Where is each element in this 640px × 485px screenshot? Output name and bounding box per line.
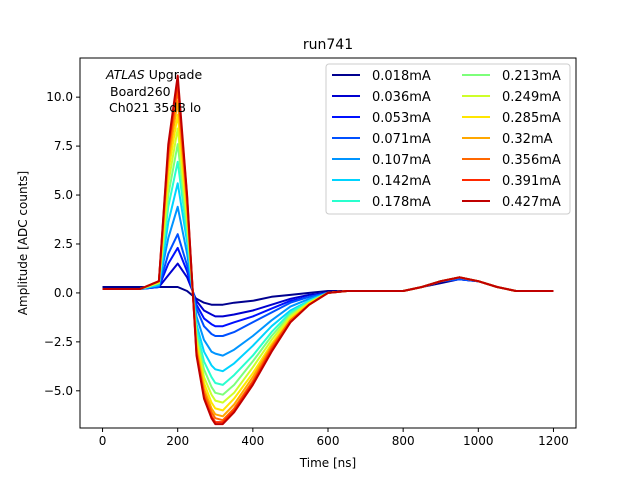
x-axis-ticks: 0 200 400 600 800 1000 1200 — [99, 428, 569, 448]
legend-label: 0.142mA — [372, 174, 431, 189]
annotation-atlas: ATLAS — [105, 67, 145, 82]
legend-box — [325, 63, 571, 215]
x-axis-title: Time [ns] — [299, 456, 356, 470]
x-tick-label: 200 — [166, 434, 189, 448]
x-tick-label: 1200 — [538, 434, 569, 448]
y-axis-ticks: −5.0 −2.5 0.0 2.5 5.0 7.5 10.0 — [44, 90, 80, 398]
legend-label: 0.178mA — [372, 195, 431, 210]
annotation-upgrade: Upgrade — [145, 67, 203, 82]
y-tick-label: −5.0 — [44, 384, 73, 398]
annotation-channel: Ch021 35dB lo — [109, 100, 201, 115]
legend-label: 0.053mA — [372, 111, 431, 126]
legend-label: 0.285mA — [502, 111, 561, 126]
chart-title: run741 — [303, 37, 353, 53]
x-tick-label: 0 — [99, 434, 107, 448]
y-axis-title: Amplitude [ADC counts] — [16, 171, 30, 315]
series-line-0.071mA — [102, 233, 554, 337]
x-tick-label: 400 — [241, 434, 264, 448]
legend-label: 0.107mA — [372, 153, 431, 168]
y-tick-label: 2.5 — [54, 237, 73, 251]
y-tick-label: −2.5 — [44, 335, 73, 349]
legend-label: 0.071mA — [372, 132, 431, 147]
x-tick-label: 800 — [392, 434, 415, 448]
legend-label: 0.018mA — [372, 69, 431, 84]
plot-frame — [79, 57, 577, 429]
y-tick-label: 5.0 — [54, 188, 73, 202]
annotation-board: Board260 — [110, 84, 171, 99]
legend-label: 0.249mA — [502, 90, 561, 105]
y-tick-label: 7.5 — [54, 139, 73, 153]
legend: 0.018mA 0.036mA 0.053mA 0.071mA 0.107mA 0.142… — [325, 63, 571, 215]
legend-label: 0.213mA — [502, 69, 561, 84]
x-tick-label: 600 — [317, 434, 340, 448]
y-tick-label: 10.0 — [46, 90, 73, 104]
plot-annotation: ATLAS Upgrade Board260 Ch021 35dB lo — [105, 67, 202, 115]
legend-label: 0.427mA — [502, 195, 561, 210]
y-tick-label: 0.0 — [54, 286, 73, 300]
legend-label: 0.036mA — [372, 90, 431, 105]
series-line-0.427mA — [102, 74, 554, 426]
legend-label: 0.356mA — [502, 153, 561, 168]
legend-label: 0.391mA — [502, 174, 561, 189]
series-lines — [102, 74, 554, 426]
svg-text:ATLAS Upgrade: ATLAS Upgrade — [105, 67, 202, 82]
x-tick-label: 1000 — [463, 434, 494, 448]
legend-label: 0.32mA — [502, 132, 553, 147]
